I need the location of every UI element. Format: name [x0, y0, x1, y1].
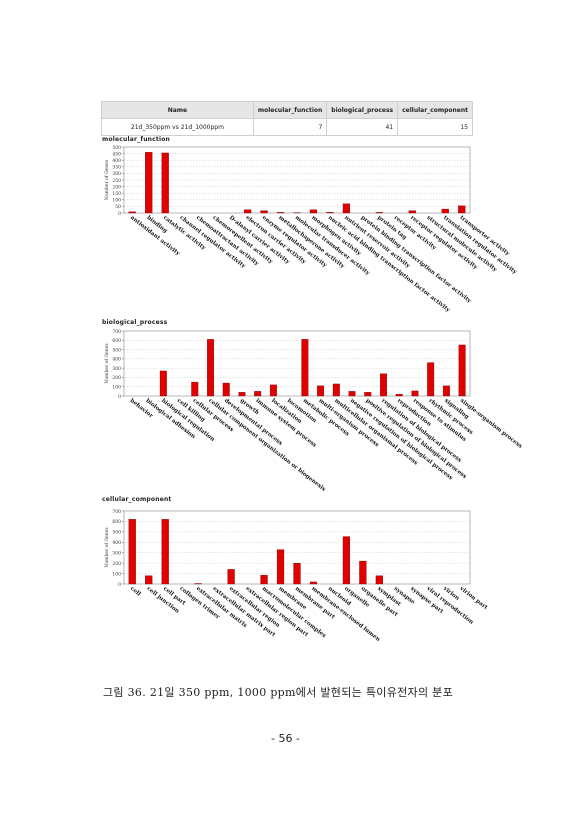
bar	[238, 392, 246, 397]
x-tick-label: cell	[129, 586, 142, 598]
y-tick-label: 500	[112, 347, 121, 353]
y-tick-label: 400	[112, 158, 121, 164]
y-tick-label: 350	[112, 165, 121, 171]
bar	[458, 344, 466, 397]
bar	[222, 382, 230, 397]
bar	[194, 583, 202, 585]
x-tick-label: virion part	[458, 585, 489, 611]
y-tick-label: 50	[115, 204, 121, 210]
bar	[128, 211, 136, 214]
bar	[191, 381, 199, 397]
bar	[326, 212, 334, 214]
bar	[161, 152, 169, 214]
y-tick-label: 500	[112, 145, 121, 151]
bar	[293, 562, 301, 585]
y-tick-label: 700	[112, 329, 121, 335]
y-axis-label: Number of Genes	[104, 527, 110, 568]
y-tick-label: 0	[118, 394, 121, 400]
bar	[364, 392, 372, 397]
bar	[161, 519, 169, 585]
y-tick-label: 200	[112, 561, 121, 567]
header-molecular-function: molecular_function	[252, 101, 328, 119]
table-row: 21d_350ppm vs 21d_1000ppm 7 41 15	[101, 118, 473, 136]
bar	[442, 385, 450, 397]
cell-molecular-function: 7	[252, 118, 328, 136]
y-tick-label: 450	[112, 151, 121, 157]
figure-caption: 그림 36. 21일 350 ppm, 1000 ppm에서 발현되는 특이유전…	[103, 686, 454, 699]
y-tick-label: 0	[118, 211, 121, 217]
bar	[380, 373, 387, 397]
bar	[359, 560, 367, 585]
bar	[309, 209, 318, 214]
chart-title-cellular-component: cellular_component	[102, 496, 172, 503]
bar	[375, 575, 383, 585]
y-tick-label: 100	[112, 385, 121, 391]
y-axis-label: Number of Genes	[104, 159, 110, 200]
x-tick-label: structural molecule activity	[426, 215, 499, 274]
y-tick-label: 200	[112, 375, 121, 381]
y-tick-label: 600	[112, 338, 121, 344]
y-tick-label: 300	[112, 551, 121, 557]
bar	[342, 536, 351, 585]
bar	[408, 210, 416, 214]
summary-table: Name molecular_function biological_proce…	[101, 101, 473, 136]
page-number: - 56 -	[271, 732, 300, 745]
bar	[395, 393, 403, 397]
bar	[145, 152, 153, 214]
y-tick-label: 700	[112, 509, 121, 515]
y-tick-label: 300	[112, 171, 121, 177]
bar	[145, 575, 153, 585]
y-tick-label: 0	[118, 582, 121, 588]
y-tick-label: 300	[112, 366, 121, 372]
bar	[317, 385, 325, 397]
cell-name: 21d_350ppm vs 21d_1000ppm	[101, 118, 254, 136]
bar	[159, 370, 167, 397]
bar	[128, 519, 136, 585]
y-tick-label: 600	[112, 519, 121, 525]
bar	[458, 205, 466, 214]
bar	[227, 569, 235, 585]
cell-cellular-component: 15	[397, 118, 473, 136]
x-tick-label: single-organism process	[459, 398, 523, 450]
bar	[254, 391, 262, 397]
bar	[243, 209, 252, 214]
chart-title-biological-process: biological_process	[102, 319, 168, 326]
bar	[309, 581, 318, 585]
y-tick-label: 400	[112, 540, 121, 546]
chart-title-molecular-function: molecular_function	[102, 136, 171, 143]
bar	[441, 208, 449, 214]
header-name: Name	[101, 101, 254, 119]
bar	[301, 339, 309, 397]
bar	[342, 203, 351, 214]
bar	[276, 549, 285, 585]
bar	[411, 390, 419, 397]
y-tick-label: 200	[112, 184, 121, 190]
bar	[207, 339, 214, 397]
plot-area	[123, 330, 471, 397]
y-tick-label: 100	[112, 198, 121, 204]
bar	[276, 212, 285, 214]
y-tick-label: 500	[112, 530, 121, 536]
bar	[260, 574, 268, 585]
bar	[260, 210, 268, 214]
bar	[332, 383, 340, 397]
y-tick-label: 100	[112, 571, 121, 577]
y-tick-label: 400	[112, 357, 121, 363]
bar	[375, 212, 383, 214]
y-tick-label: 150	[112, 191, 121, 197]
bar	[269, 384, 277, 397]
y-tick-label: 250	[112, 178, 121, 184]
bar	[348, 391, 356, 397]
bar	[427, 362, 435, 397]
y-axis-label: Number of Genes	[104, 343, 110, 384]
